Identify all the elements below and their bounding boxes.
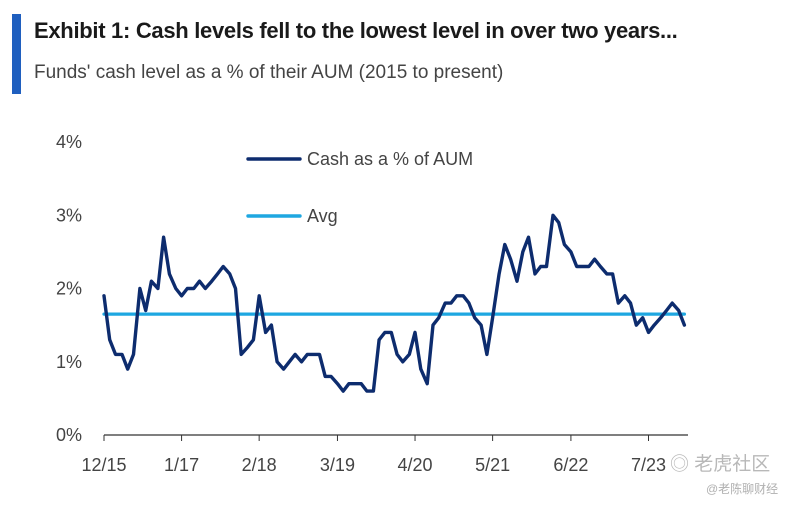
x-tick-label: 5/21 bbox=[475, 455, 510, 475]
watermark: ◎ 老虎社区 bbox=[670, 449, 770, 476]
x-tick-label: 3/19 bbox=[320, 455, 355, 475]
x-tick-label: 12/15 bbox=[81, 455, 126, 475]
x-tick-label: 7/23 bbox=[631, 455, 666, 475]
x-tick-label: 1/17 bbox=[164, 455, 199, 475]
series-layer bbox=[102, 213, 687, 393]
x-tick-label: 2/18 bbox=[242, 455, 277, 475]
series-line-cash bbox=[102, 213, 687, 393]
watermark-main-text: 老虎社区 bbox=[694, 454, 771, 475]
tiger-logo-icon: ◎ bbox=[670, 454, 690, 475]
x-tick-label: 6/22 bbox=[553, 455, 588, 475]
y-tick-label: 1% bbox=[56, 352, 82, 372]
y-tick-label: 4% bbox=[56, 132, 82, 152]
y-tick-label: 3% bbox=[56, 205, 82, 225]
y-tick-label: 0% bbox=[56, 425, 82, 445]
chart-axes: 0% 1% 2% 3% 4% 12/15 1/17 2/18 3/19 4/20 5/21 6/22 7… bbox=[56, 132, 688, 475]
title-accent-bar bbox=[12, 14, 21, 94]
chart-subtitle: Funds' cash level as a % of their AUM (2… bbox=[34, 62, 504, 83]
chart-legend: Cash as a % of AUM Avg bbox=[246, 149, 473, 226]
x-tick-label: 4/20 bbox=[398, 455, 433, 475]
y-tick-label: 2% bbox=[56, 279, 82, 299]
legend-entry-cash-label: Cash as a % of AUM bbox=[307, 149, 473, 169]
legend-entry-avg-label: Avg bbox=[307, 206, 338, 226]
watermark-sub-text: @老陈聊财经 bbox=[706, 482, 779, 496]
chart-title: Exhibit 1: Cash levels fell to the lowes… bbox=[34, 18, 678, 43]
